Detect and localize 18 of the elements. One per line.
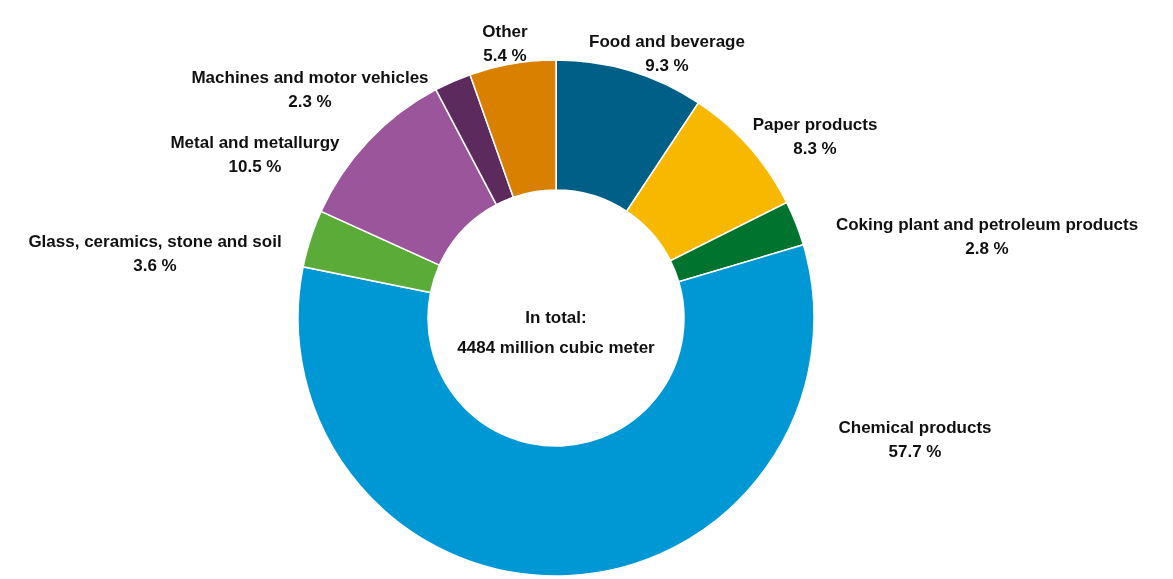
data-label: 2.8 % xyxy=(965,239,1009,258)
data-label: 3.6 % xyxy=(133,256,177,275)
slice-label: Other xyxy=(482,22,529,41)
data-label: 8.3 % xyxy=(793,139,837,158)
slice-label: Chemical products xyxy=(838,418,992,437)
data-label: 2.3 % xyxy=(288,92,332,111)
text: In total: xyxy=(525,308,587,327)
slice-label: Paper products xyxy=(752,115,878,134)
data-label: 10.5 % xyxy=(228,157,282,176)
data-label: 9.3 % xyxy=(645,56,689,75)
slice-label: Machines and motor vehicles xyxy=(191,68,429,87)
slice-label: Metal and metallurgy xyxy=(170,133,341,152)
data-label: 5.4 % xyxy=(483,46,527,65)
slice-label: Glass, ceramics, stone and soil xyxy=(28,232,282,251)
data-label: 57.7 % xyxy=(888,442,942,461)
slice-label: Food and beverage xyxy=(589,32,745,51)
text: 4484 million cubic meter xyxy=(457,338,656,357)
slice-label: Coking plant and petroleum products xyxy=(835,215,1139,234)
